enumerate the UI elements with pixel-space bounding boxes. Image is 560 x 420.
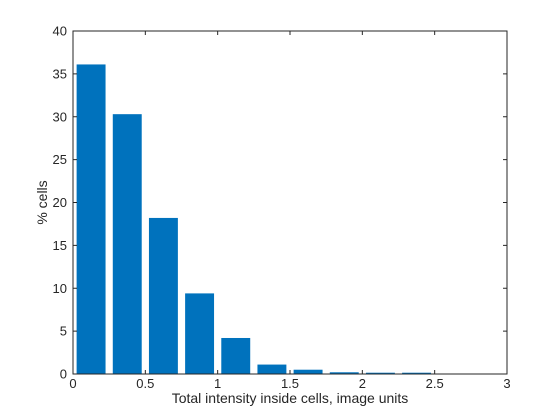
x-tick-label-2: 1	[214, 376, 221, 391]
x-tick-label-1: 0.5	[136, 376, 154, 391]
bar-0	[76, 64, 106, 374]
bar-1	[112, 114, 142, 375]
y-tick-label-8: 40	[53, 24, 67, 39]
plot-background	[73, 31, 507, 374]
bar-6	[293, 369, 323, 374]
bar-5	[257, 364, 287, 374]
y-tick-label-1: 5	[60, 324, 67, 339]
y-axis-label: % cells	[34, 180, 50, 224]
y-tick-label-2: 10	[53, 281, 67, 296]
bar-3	[185, 293, 215, 374]
bar-2	[148, 217, 178, 374]
x-tick-label-3: 1.5	[281, 376, 299, 391]
x-tick-label-4: 2	[359, 376, 366, 391]
y-tick-label-0: 0	[60, 367, 67, 382]
x-tick-label-0: 0	[69, 376, 76, 391]
bar-7	[329, 372, 359, 374]
y-tick-label-6: 30	[53, 109, 67, 124]
x-tick-label-6: 3	[503, 376, 510, 391]
y-tick-label-5: 25	[53, 152, 67, 167]
y-tick-label-3: 15	[53, 238, 67, 253]
y-tick-label-4: 20	[53, 195, 67, 210]
bar-8	[365, 372, 395, 374]
bars-group	[76, 64, 468, 375]
x-tick-label-5: 2.5	[426, 376, 444, 391]
x-axis-label: Total intensity inside cells, image unit…	[172, 390, 409, 406]
bar-9	[402, 372, 432, 374]
bar-4	[221, 337, 251, 374]
y-tick-label-7: 35	[53, 66, 67, 81]
